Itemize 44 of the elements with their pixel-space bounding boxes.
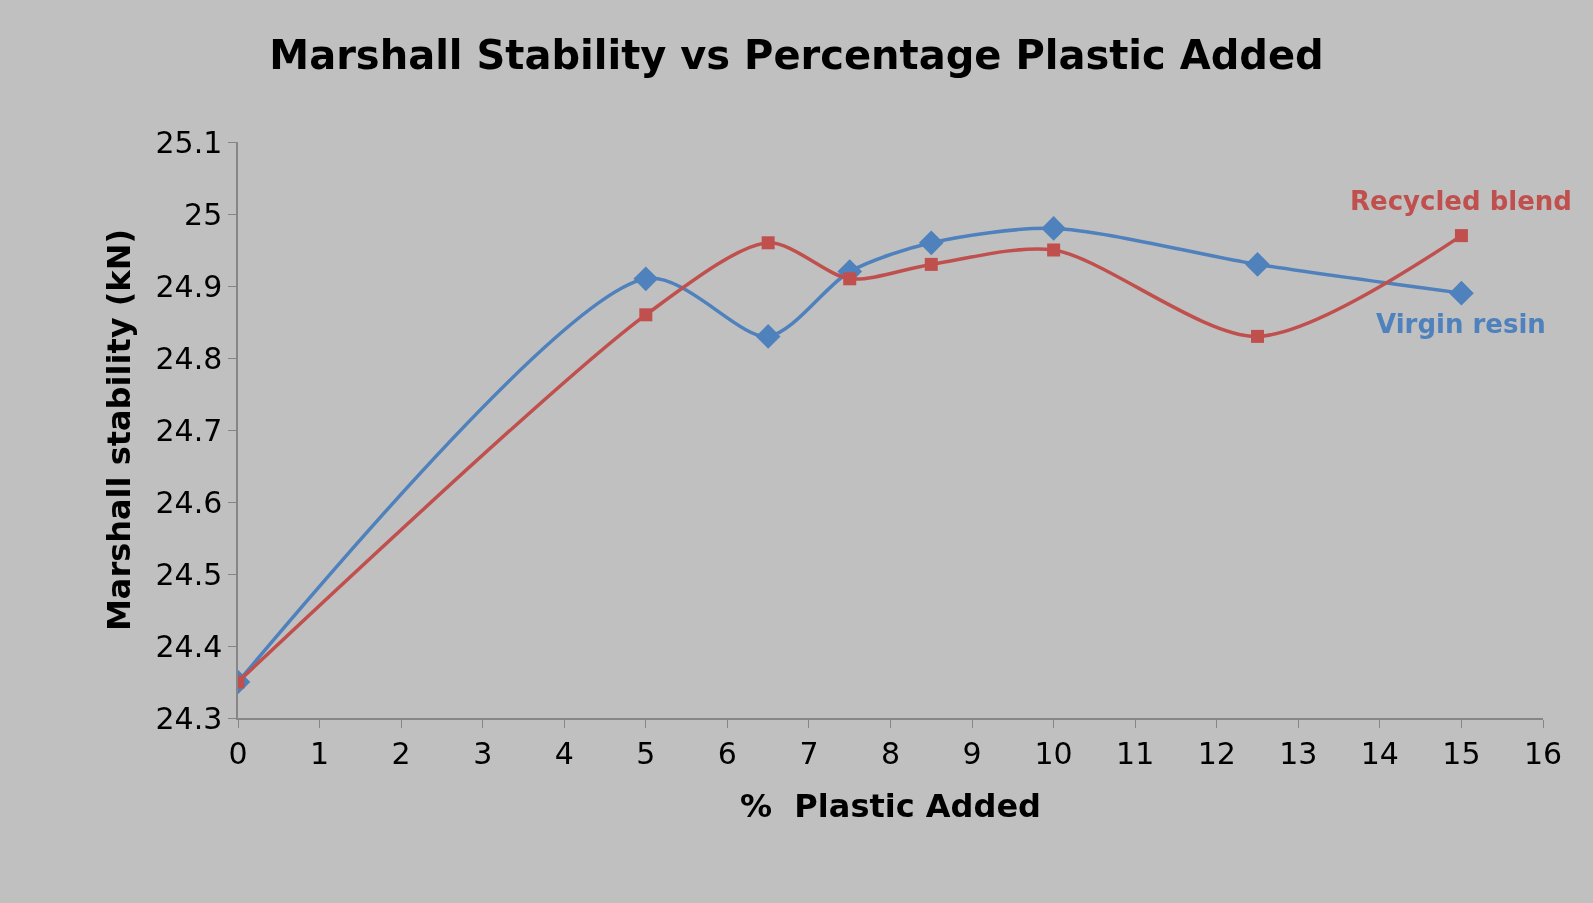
point (1251, 329, 1265, 343)
x-tick-label: 10 (1034, 735, 1073, 771)
x-tick-label: 15 (1442, 735, 1481, 771)
chart-title: Marshall Stability vs Percentage Plastic Added (269, 31, 1324, 78)
x-tick-label: 11 (1116, 735, 1155, 771)
y-tick-label: 24.5 (155, 556, 223, 592)
series-label: Recycled blend (1350, 186, 1572, 216)
x-tick-label: 4 (554, 735, 574, 771)
point (918, 230, 944, 256)
x-tick-label: 0 (228, 735, 248, 771)
y-tick-label: 25.1 (155, 124, 223, 160)
point (1449, 280, 1474, 306)
x-axis-title: % Plastic Added (740, 787, 1041, 826)
point (1454, 229, 1468, 243)
point (633, 266, 659, 292)
y-tick-label: 24.8 (155, 340, 223, 376)
x-tick-label: 9 (962, 735, 982, 771)
x-tick-label: 1 (310, 735, 330, 771)
x-tick-label: 7 (799, 735, 819, 771)
y-tick-label: 24.7 (155, 412, 223, 448)
point (1041, 216, 1066, 241)
series-label: Virgin resin (1376, 309, 1546, 339)
x-tick-label: 14 (1360, 735, 1399, 771)
y-tick-label: 25 (184, 196, 223, 232)
y-tick-label: 24.6 (155, 484, 223, 520)
point (761, 236, 775, 250)
y-tick-label: 24.9 (155, 268, 223, 304)
x-tick-label: 16 (1523, 735, 1563, 771)
point (924, 257, 938, 271)
x-tick-label: 2 (391, 735, 411, 771)
y-tick-label: 24.3 (155, 700, 223, 736)
y-axis-title: Marshall stability (kN) (100, 228, 139, 632)
point (1245, 252, 1270, 277)
x-tick-label: 8 (880, 735, 901, 771)
point (639, 308, 653, 322)
point (843, 272, 857, 286)
x-tick-label: 6 (717, 735, 737, 771)
y-tick-label: 24.4 (155, 628, 223, 664)
x-tick-label: 3 (473, 735, 493, 771)
x-tick-label: 13 (1279, 735, 1318, 771)
point (755, 324, 781, 349)
x-tick-label: 5 (636, 735, 656, 771)
point (1047, 243, 1061, 257)
x-tick-label: 12 (1197, 735, 1236, 771)
